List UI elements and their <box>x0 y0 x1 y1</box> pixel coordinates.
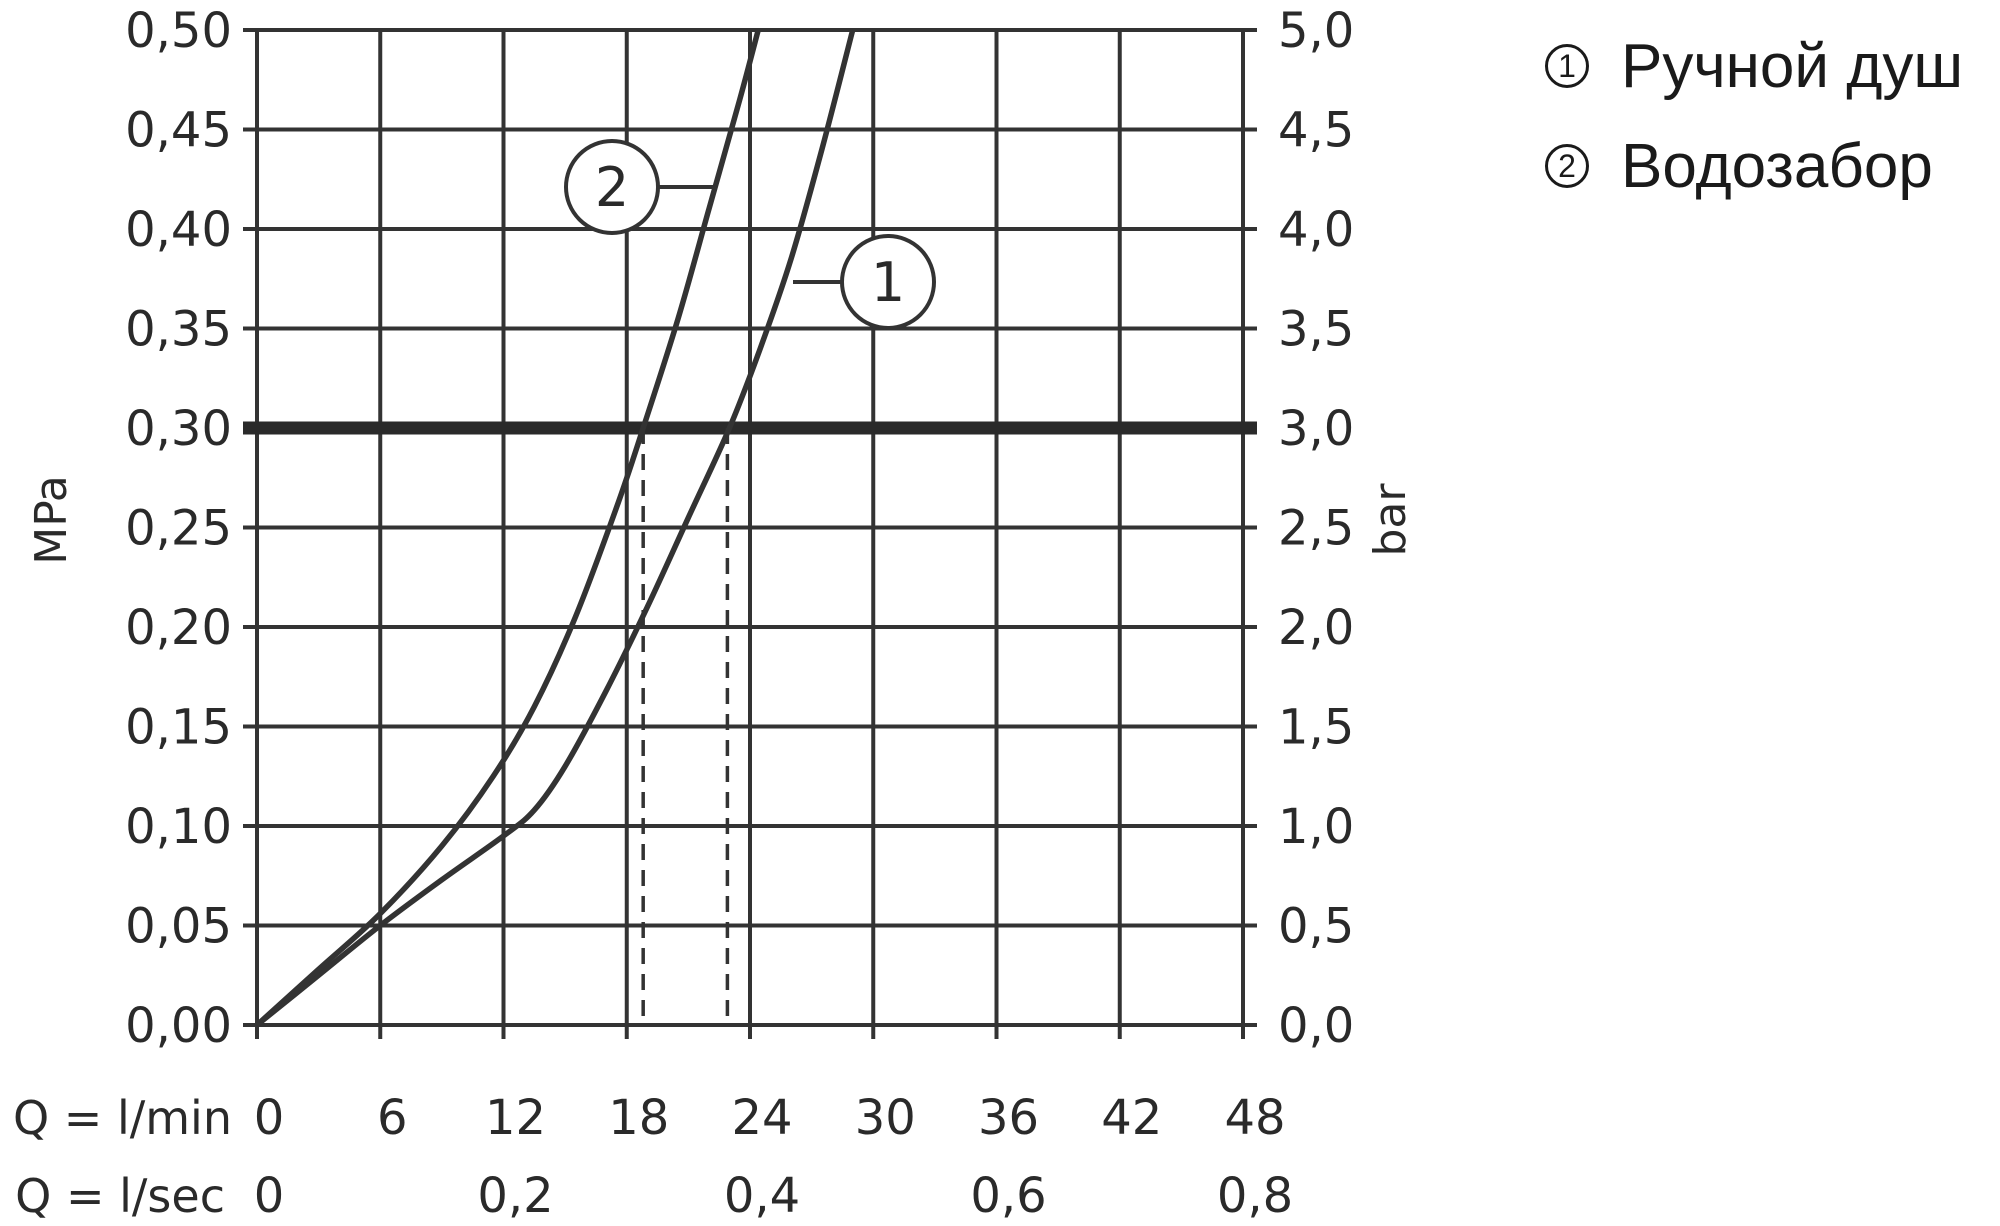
operating-point-drop-lines <box>641 428 730 1025</box>
x-tick-lmin-6: 36 <box>978 1090 1039 1146</box>
legend-mark-1: 1 <box>1545 44 1589 88</box>
legend: 1 Ручной душ 2 Водозабор <box>1545 16 1963 216</box>
y-tick-right-2: 1,0 <box>1278 799 1354 855</box>
y-tick-right-5: 2,5 <box>1278 501 1354 557</box>
x-ticks: 0 6 12 18 24 30 36 42 48 0 0,2 0,4 0,6 0,8 <box>254 1090 1293 1224</box>
x-unit-label-lmin: Q = l/min <box>13 1091 232 1145</box>
x-tick-lmin-1: 6 <box>377 1090 408 1146</box>
x-tick-lmin-7: 42 <box>1101 1090 1162 1146</box>
y-tick-left-2: 0,10 <box>125 799 232 855</box>
x-tick-lmin-8: 48 <box>1224 1090 1285 1146</box>
legend-label-2: Водозабор <box>1621 131 1933 201</box>
y-tick-right-9: 4,5 <box>1278 103 1354 159</box>
y-tick-left-8: 0,40 <box>125 202 232 258</box>
x-tick-lsec-3: 0,6 <box>970 1168 1046 1224</box>
y-axis-label-left: MPa <box>26 475 77 564</box>
curve-tag-label-2: 2 <box>595 156 629 219</box>
y-tick-right-0: 0,0 <box>1278 998 1354 1054</box>
curve-tags: 21 <box>564 139 936 330</box>
x-tick-lmin-5: 30 <box>855 1090 916 1146</box>
grid <box>243 28 1257 1039</box>
y-tick-right-3: 1,5 <box>1278 700 1354 756</box>
curve-tag-label-1: 1 <box>871 251 905 314</box>
legend-item-spout: 2 Водозабор <box>1545 116 1963 216</box>
y-tick-left-4: 0,20 <box>125 600 232 656</box>
y-tick-right-10: 5,0 <box>1278 3 1354 59</box>
x-tick-lmin-0: 0 <box>254 1090 285 1146</box>
x-tick-lsec-0: 0 <box>254 1168 285 1224</box>
y-tick-left-9: 0,45 <box>125 103 232 159</box>
y-tick-left-1: 0,05 <box>125 899 232 955</box>
y-tick-left-5: 0,25 <box>125 501 232 557</box>
curve-tag-circle-1 <box>840 234 936 330</box>
y-tick-right-1: 0,5 <box>1278 899 1354 955</box>
y-tick-right-8: 4,0 <box>1278 202 1354 258</box>
y-tick-left-3: 0,15 <box>125 700 232 756</box>
y-tick-right-6: 3,0 <box>1278 401 1354 457</box>
x-tick-lsec-1: 0,2 <box>477 1168 553 1224</box>
y-tick-right-4: 2,0 <box>1278 600 1354 656</box>
y-tick-left-10: 0,50 <box>125 3 232 59</box>
y-ticks-right: 0,0 0,5 1,0 1,5 2,0 2,5 3,0 3,5 4,0 4,5 5,0 <box>1278 3 1354 1054</box>
x-tick-lmin-4: 24 <box>731 1090 792 1146</box>
x-unit-label-lsec: Q = l/sec <box>15 1169 225 1223</box>
legend-mark-2: 2 <box>1545 144 1589 188</box>
series-curves <box>255 29 856 1028</box>
y-tick-left-6: 0,30 <box>125 401 232 457</box>
pressure-flow-chart: 21 0,000,050,100,150,200,250,300,350,400… <box>13 3 1416 1224</box>
legend-label-1: Ручной душ <box>1621 31 1964 101</box>
x-tick-lmin-3: 18 <box>608 1090 669 1146</box>
y-tick-left-0: 0,00 <box>125 998 232 1054</box>
y-ticks-left: 0,00 0,05 0,10 0,15 0,20 0,25 0,30 0,35 0,40 0,45… <box>125 3 232 1054</box>
series-curve-1 <box>255 29 856 1028</box>
x-tick-lsec-4: 0,8 <box>1217 1168 1293 1224</box>
x-tick-lsec-2: 0,4 <box>724 1168 800 1224</box>
y-axis-label-right: bar <box>1365 483 1416 557</box>
legend-item-hand-shower: 1 Ручной душ <box>1545 16 1963 116</box>
series-curve-2 <box>255 29 761 1028</box>
y-tick-right-7: 3,5 <box>1278 302 1354 358</box>
x-tick-lmin-2: 12 <box>485 1090 546 1146</box>
curve-tag-circle-2 <box>564 139 660 235</box>
y-tick-left-7: 0,35 <box>125 302 232 358</box>
